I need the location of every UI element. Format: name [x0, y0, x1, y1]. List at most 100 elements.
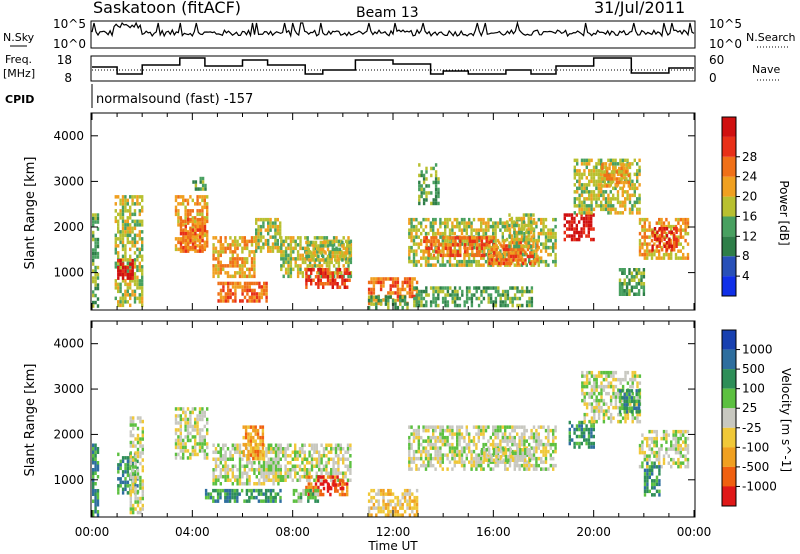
heatmap-cell [119, 265, 122, 269]
heatmap-cell [257, 224, 260, 229]
heatmap-cell [505, 258, 508, 262]
heatmap-cell [523, 235, 526, 239]
heatmap-cell [331, 244, 334, 248]
heatmap-cell [287, 274, 290, 279]
heatmap-cell [609, 190, 612, 194]
heatmap-cell [129, 510, 132, 515]
heatmap-cell [620, 170, 623, 174]
heatmap-cell [507, 254, 510, 259]
heatmap-cell [280, 267, 283, 272]
heatmap-cell [224, 443, 227, 447]
heatmap-cell [660, 221, 663, 225]
heatmap-cell [179, 240, 182, 245]
heatmap-cell [296, 478, 299, 482]
heatmap-cell [264, 499, 268, 503]
heatmap-cell [625, 180, 628, 185]
heatmap-cell [242, 442, 245, 447]
heatmap-cell [412, 238, 416, 243]
heatmap-cell [234, 260, 237, 265]
heatmap-cell [497, 261, 501, 266]
heatmap-cell [540, 217, 543, 222]
heatmap-cell [621, 158, 624, 163]
heatmap-cell [631, 162, 634, 166]
heatmap-cell [415, 509, 419, 514]
heatmap-cell [184, 228, 187, 232]
heatmap-cell [272, 447, 275, 451]
heatmap-cell [267, 447, 270, 451]
heatmap-cell [264, 217, 267, 222]
heatmap-cell [665, 224, 668, 229]
heatmap-cell [194, 228, 197, 232]
heatmap-cell [299, 264, 302, 268]
heatmap-cell [92, 276, 95, 280]
heatmap-cell [257, 499, 261, 503]
heatmap-cell [439, 249, 442, 253]
heatmap-cell [513, 223, 516, 228]
heatmap-cell [439, 235, 442, 239]
heatmap-cell [224, 299, 227, 303]
heatmap-cell [289, 250, 293, 254]
heatmap-cell [410, 249, 413, 253]
heatmap-cell [408, 495, 412, 500]
heatmap-cell [296, 250, 300, 254]
heatmap-cell [638, 252, 642, 257]
heatmap-cell [257, 492, 261, 496]
heatmap-cell [663, 244, 666, 248]
heatmap-cell [453, 303, 457, 308]
heatmap-cell [198, 442, 202, 446]
heatmap-cell [177, 435, 180, 439]
heatmap-cell [249, 439, 253, 443]
date-title: 31/Jul/2011 [594, 0, 685, 17]
heatmap-cell [199, 228, 202, 232]
heatmap-cell [585, 183, 588, 187]
heatmap-cell [472, 242, 476, 246]
heatmap-cell [129, 500, 132, 504]
heatmap-cell [372, 284, 376, 288]
heatmap-cell [492, 253, 496, 258]
heatmap-cell [117, 254, 120, 259]
heatmap-cell [524, 258, 527, 262]
heatmap-cell [174, 212, 178, 217]
heatmap-cell [257, 231, 260, 236]
heatmap-cell [460, 263, 464, 267]
heatmap-cell [532, 252, 536, 257]
heatmap-cell [271, 242, 275, 246]
heatmap-cell [196, 244, 199, 248]
heatmap-cell [511, 224, 514, 229]
heatmap-cell [252, 428, 255, 433]
heatmap-cell [401, 495, 404, 500]
heatmap-cell [420, 449, 423, 454]
heatmap-cell [129, 454, 132, 459]
heatmap-cell [590, 190, 593, 194]
heatmap-cell [527, 213, 530, 217]
heatmap-cell [92, 300, 95, 305]
heatmap-cell [470, 460, 473, 464]
heatmap-cell [653, 231, 656, 236]
heatmap-cell [679, 217, 682, 222]
heatmap-cell [119, 202, 122, 206]
heatmap-cell [511, 425, 514, 429]
heatmap-cell [337, 447, 340, 451]
heatmap-cell [408, 439, 411, 443]
heatmap-cell [138, 286, 141, 290]
heatmap-cell [430, 173, 433, 178]
heatmap-cell [432, 198, 435, 202]
heatmap-cell [246, 299, 249, 303]
heatmap-cell [470, 293, 474, 297]
heatmap-cell [234, 236, 237, 240]
heatmap-cell [540, 242, 543, 246]
heatmap-cell [219, 260, 222, 265]
heatmap-cell [129, 293, 132, 297]
heatmap-cell [274, 478, 278, 482]
heatmap-cell [139, 416, 142, 420]
heatmap-cell [415, 249, 418, 253]
heatmap-cell [580, 216, 583, 221]
heatmap-cell [322, 268, 325, 272]
heatmap-cell [332, 243, 336, 247]
heatmap-cell [92, 475, 95, 479]
heatmap-cell [117, 219, 120, 224]
heatmap-cell [255, 488, 258, 493]
heatmap-cell [191, 452, 194, 457]
heatmap-cell [554, 449, 557, 454]
heatmap-cell [389, 509, 392, 514]
